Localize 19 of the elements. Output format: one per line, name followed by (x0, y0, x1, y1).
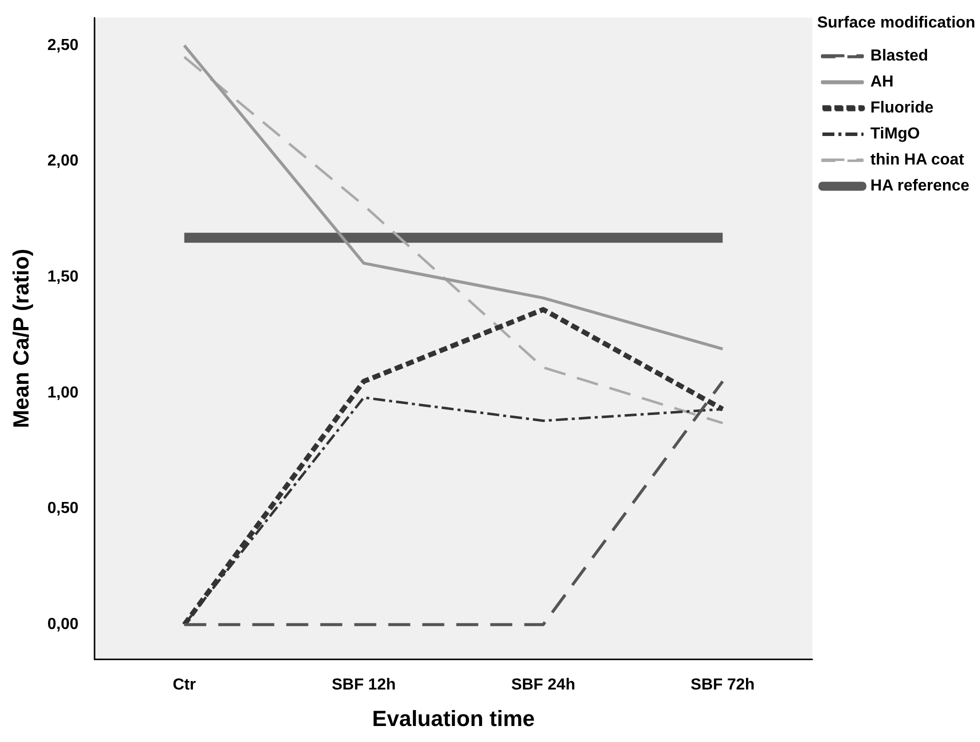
legend-label: Fluoride (870, 100, 934, 117)
legend-label: thin HA coat (870, 152, 965, 169)
legend-label: TiMgO (870, 126, 920, 143)
y-tick-label: 1,50 (47, 268, 79, 286)
x-axis-title: Evaluation time (372, 706, 535, 731)
y-tick-label: 1,00 (47, 384, 79, 402)
y-axis-title: Mean Ca/P (ratio) (8, 248, 34, 428)
legend-label: Blasted (870, 48, 928, 65)
legend-label: HA reference (870, 178, 970, 195)
x-tick-label: SBF 72h (690, 676, 755, 694)
x-tick-label: SBF 24h (511, 676, 576, 694)
y-tick-label: 2,00 (47, 152, 79, 170)
y-tick-label: 0,00 (47, 616, 79, 634)
y-tick-label: 0,50 (47, 500, 79, 518)
x-tick-label: SBF 12h (332, 676, 396, 694)
legend-title: Surface modification (817, 14, 976, 32)
y-tick-label: 2,50 (47, 36, 79, 54)
x-tick-label: Ctr (172, 676, 196, 694)
legend-label: AH (870, 74, 894, 91)
